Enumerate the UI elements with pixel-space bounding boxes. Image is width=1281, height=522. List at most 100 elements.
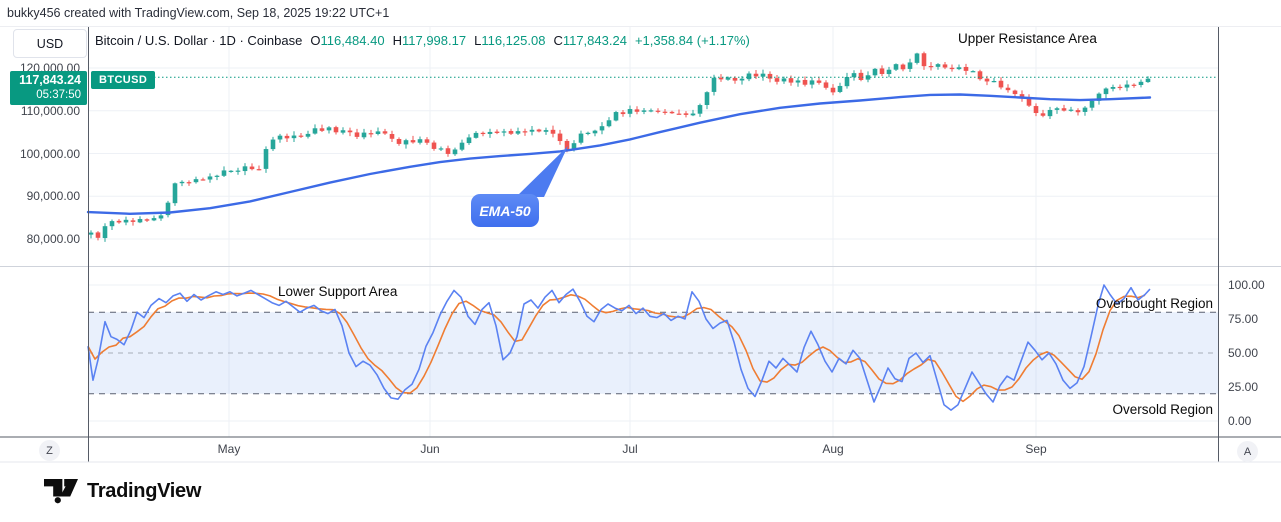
oscillator-tick-label: 0.00 bbox=[1228, 414, 1252, 428]
candle-body bbox=[88, 232, 94, 235]
candle-body bbox=[1138, 81, 1144, 86]
candle-body bbox=[956, 67, 962, 70]
candle-body bbox=[886, 69, 892, 75]
candle-body bbox=[1096, 93, 1102, 101]
candle-body bbox=[1068, 109, 1074, 111]
candle-body bbox=[494, 131, 500, 133]
price-tick-label: 80,000.00 bbox=[26, 232, 80, 246]
candle-body bbox=[291, 135, 297, 139]
candle-body bbox=[564, 140, 570, 150]
ohlc-item: L116,125.08 bbox=[474, 33, 545, 48]
ohlc-item: C117,843.24 bbox=[553, 33, 627, 48]
oscillator-tick-label: 100.00 bbox=[1228, 278, 1265, 292]
month-label[interactable]: Sep bbox=[1025, 442, 1047, 456]
candle-body bbox=[781, 78, 787, 82]
candle-body bbox=[396, 139, 402, 144]
candle-body bbox=[746, 73, 752, 80]
candle-body bbox=[403, 140, 409, 145]
candle-body bbox=[802, 79, 808, 85]
tradingview-logo[interactable]: TradingView bbox=[44, 477, 201, 505]
month-label[interactable]: Jun bbox=[420, 442, 440, 456]
candle-body bbox=[739, 78, 745, 81]
price-tick-label: 90,000.00 bbox=[26, 189, 80, 204]
candle-body bbox=[221, 170, 227, 176]
month-label[interactable]: May bbox=[217, 442, 241, 456]
candle-body bbox=[1131, 84, 1137, 86]
last-price: 117,843.24 bbox=[19, 73, 81, 87]
candle-body bbox=[368, 133, 374, 135]
candle-body bbox=[893, 64, 899, 70]
candle-body bbox=[711, 77, 717, 92]
candle-body bbox=[774, 78, 780, 82]
tradingview-logo-text: TradingView bbox=[87, 479, 202, 502]
candle-body bbox=[928, 66, 934, 68]
ema-50-callout[interactable]: EMA-50 bbox=[471, 194, 539, 227]
candle-body bbox=[319, 128, 325, 131]
candle-body bbox=[984, 78, 990, 82]
overbought-region-label[interactable]: Overbought Region bbox=[1095, 296, 1213, 311]
candle-body bbox=[592, 130, 598, 134]
candle-body bbox=[389, 134, 395, 139]
candle-body bbox=[942, 64, 948, 68]
candle-body bbox=[508, 130, 514, 134]
candle-body bbox=[753, 73, 759, 77]
candle-body bbox=[284, 135, 290, 139]
candle-body bbox=[466, 137, 472, 144]
month-label[interactable]: Jul bbox=[622, 442, 638, 456]
price-tick-label: 110,000.00 bbox=[20, 103, 80, 118]
oversold-region-label[interactable]: Oversold Region bbox=[1112, 402, 1213, 417]
auto-scale-button[interactable]: A bbox=[1237, 441, 1258, 462]
candle-body bbox=[515, 131, 521, 134]
symbol-tag: BTCUSD bbox=[91, 71, 156, 89]
candle-body bbox=[1026, 98, 1032, 106]
candle-body bbox=[998, 80, 1004, 88]
lower-support-label[interactable]: Lower Support Area bbox=[278, 284, 398, 299]
candle-body bbox=[865, 75, 871, 80]
candle-body bbox=[851, 73, 857, 78]
last-price-badge: 117,843.24 05:37:50 bbox=[10, 71, 87, 105]
candle-body bbox=[571, 143, 577, 150]
candle-body bbox=[1005, 87, 1011, 91]
upper-resistance-label[interactable]: Upper Resistance Area bbox=[958, 31, 1097, 46]
candle-body bbox=[200, 179, 206, 181]
candle-body bbox=[697, 105, 703, 114]
candle-body bbox=[144, 219, 150, 221]
candle-body bbox=[130, 220, 136, 222]
candle-body bbox=[354, 132, 360, 137]
timezone-button[interactable]: Z bbox=[39, 440, 60, 461]
candle-body bbox=[1117, 86, 1123, 89]
candle-body bbox=[1075, 110, 1081, 113]
candle-body bbox=[326, 127, 332, 131]
candle-body bbox=[123, 219, 129, 223]
candle-body bbox=[907, 62, 913, 69]
ohlc-label: C bbox=[553, 33, 563, 48]
tradingview-logo-icon bbox=[44, 479, 78, 504]
candle-body bbox=[480, 132, 486, 135]
candle-body bbox=[669, 111, 675, 114]
candle-body bbox=[473, 132, 479, 138]
price-tick-label: 100,000.00 bbox=[19, 146, 80, 161]
candle-body bbox=[676, 113, 682, 115]
candle-body bbox=[921, 53, 927, 67]
candle-body bbox=[1089, 100, 1095, 108]
candle-body bbox=[648, 110, 654, 112]
oscillator-tick-label: 75.00 bbox=[1228, 312, 1259, 326]
candle-body bbox=[557, 133, 563, 142]
candle-body bbox=[438, 148, 444, 150]
candle-body bbox=[879, 68, 885, 74]
candle-body bbox=[732, 77, 738, 81]
candle-body bbox=[620, 112, 626, 115]
candle-body bbox=[1145, 78, 1151, 83]
ohlc-values: O116,484.40 H117,998.17 L116,125.08 C117,84… bbox=[310, 33, 627, 48]
candle-body bbox=[837, 85, 843, 92]
stochastic-d-line bbox=[87, 292, 1146, 403]
candle-body bbox=[991, 81, 997, 83]
attribution-text: bukky456 created with TradingView.com, S… bbox=[7, 6, 390, 20]
month-label[interactable]: Aug bbox=[822, 442, 844, 456]
candle-body bbox=[1047, 109, 1053, 117]
candle-body bbox=[1054, 108, 1060, 110]
currency-toggle-button[interactable]: USD bbox=[13, 29, 87, 58]
candle-body bbox=[158, 215, 164, 219]
ohlc-value: 117,843.24 bbox=[562, 33, 627, 48]
